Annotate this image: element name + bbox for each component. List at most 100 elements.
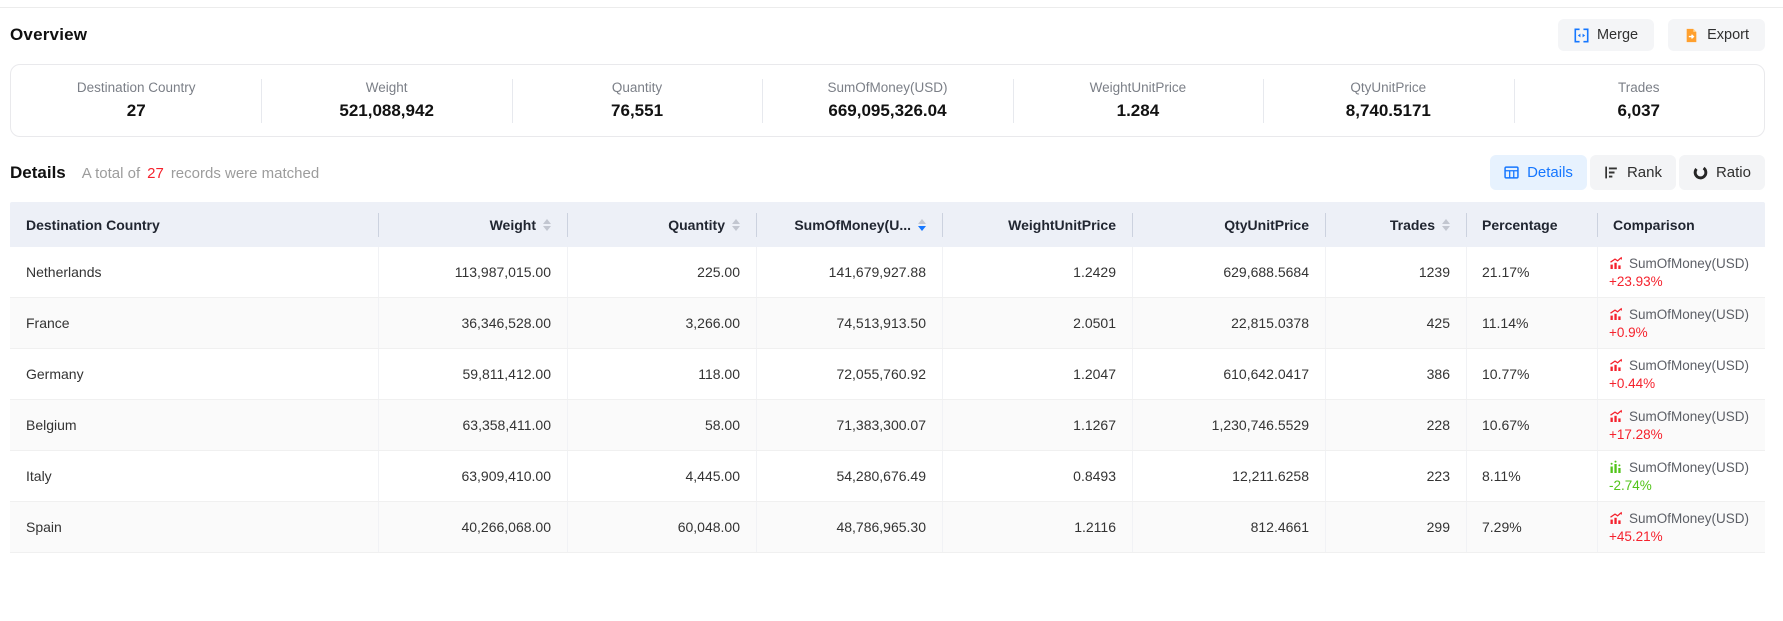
comparison-metric-label: SumOfMoney(USD): [1629, 510, 1750, 526]
column-label: Quantity: [668, 216, 725, 233]
column-header-sum_of_money[interactable]: SumOfMoney(U...: [756, 202, 942, 247]
stat-label: WeightUnitPrice: [1089, 80, 1187, 95]
cell-weight_unit_price: 1.2116: [942, 502, 1132, 552]
cell-trades: 228: [1325, 400, 1466, 450]
export-file-icon: [1684, 28, 1699, 43]
stat-label: Trades: [1617, 80, 1660, 95]
export-button[interactable]: Export: [1668, 19, 1765, 51]
stat-value: 521,088,942: [339, 101, 434, 120]
comparison-change-value: -2.74%: [1609, 477, 1652, 493]
cell-weight_unit_price: 2.0501: [942, 298, 1132, 348]
cell-percentage: 8.11%: [1466, 451, 1597, 501]
trend-up-chart-icon: [1609, 409, 1623, 423]
stat-value: 6,037: [1617, 101, 1661, 120]
column-header-trades[interactable]: Trades: [1325, 202, 1466, 247]
stat-quantity: Quantity 76,551: [512, 76, 762, 125]
topbar-actions: Merge Export: [1557, 19, 1765, 51]
sort-carets-icon[interactable]: [732, 218, 740, 231]
merge-button-label: Merge: [1596, 27, 1639, 43]
cell-country: Spain: [26, 519, 62, 535]
cell-sum_of_money: 71,383,300.07: [756, 400, 942, 450]
cell-percentage: 10.77%: [1466, 349, 1597, 399]
comparison-change-value: +17.28%: [1609, 426, 1663, 442]
stat-weight: Weight 521,088,942: [261, 76, 511, 125]
stat-value: 1.284: [1116, 101, 1160, 120]
tab-label: Details: [1527, 164, 1573, 181]
stat-label: QtyUnitPrice: [1350, 80, 1427, 95]
cell-qty_unit_price: 610,642.0417: [1132, 349, 1325, 399]
column-label: Percentage: [1482, 216, 1558, 233]
tab-ratio[interactable]: Ratio: [1678, 155, 1765, 190]
cell-trades: 1239: [1325, 247, 1466, 297]
sort-carets-icon[interactable]: [918, 218, 926, 231]
cell-weight_unit_price: 1.2429: [942, 247, 1132, 297]
comparison-metric-label: SumOfMoney(USD): [1629, 459, 1750, 475]
sort-carets-icon[interactable]: [543, 218, 551, 231]
cell-quantity: 225.00: [567, 247, 756, 297]
tab-details[interactable]: Details: [1490, 155, 1587, 190]
cell-weight_unit_price: 0.8493: [942, 451, 1132, 501]
tab-label: Rank: [1626, 164, 1662, 181]
table-row-netherlands: Netherlands 113,987,015.00 225.00 141,679,9…: [10, 247, 1765, 298]
cell-weight: 113,987,015.00: [378, 247, 567, 297]
cell-sum_of_money: 72,055,760.92: [756, 349, 942, 399]
cell-percentage: 7.29%: [1466, 502, 1597, 552]
column-header-weight[interactable]: Weight: [378, 202, 567, 247]
cell-sum_of_money: 54,280,676.49: [756, 451, 942, 501]
cell-weight: 63,358,411.00: [378, 400, 567, 450]
stat-label: Weight: [365, 80, 408, 95]
sort-carets-icon[interactable]: [1442, 218, 1450, 231]
table-row-belgium: Belgium 63,358,411.00 58.00 71,383,300.07 1.…: [10, 400, 1765, 451]
cell-quantity: 3,266.00: [567, 298, 756, 348]
comparison-change-value: +45.21%: [1609, 528, 1663, 544]
topbar: Overview Merge Export: [0, 8, 1783, 64]
comparison-cell: SumOfMoney(USD) -2.74%: [1597, 451, 1765, 501]
tab-label: Ratio: [1715, 164, 1751, 181]
cell-qty_unit_price: 812.4661: [1132, 502, 1325, 552]
column-label: QtyUnitPrice: [1224, 216, 1309, 233]
summary-suffix: records were matched: [170, 164, 320, 182]
column-header-country: Destination Country: [10, 202, 378, 247]
rank-bars-icon: [1604, 165, 1619, 180]
cell-sum_of_money: 74,513,913.50: [756, 298, 942, 348]
stat-trades: Trades 6,037: [1514, 76, 1764, 125]
cell-trades: 299: [1325, 502, 1466, 552]
comparison-metric-label: SumOfMoney(USD): [1629, 255, 1750, 271]
column-header-weight_unit_price: WeightUnitPrice: [942, 202, 1132, 247]
table-row-france: France 36,346,528.00 3,266.00 74,513,913.50…: [10, 298, 1765, 349]
stat-weight-unit-price: WeightUnitPrice 1.284: [1013, 76, 1263, 125]
stat-value: 8,740.5171: [1345, 101, 1431, 120]
page-title: Overview: [10, 25, 88, 44]
cell-qty_unit_price: 629,688.5684: [1132, 247, 1325, 297]
column-header-quantity[interactable]: Quantity: [567, 202, 756, 247]
comparison-cell: SumOfMoney(USD) +0.44%: [1597, 349, 1765, 399]
table-row-italy: Italy 63,909,410.00 4,445.00 54,280,676.49 0…: [10, 451, 1765, 502]
merge-cells-icon: [1574, 27, 1589, 43]
cell-quantity: 58.00: [567, 400, 756, 450]
cell-weight: 63,909,410.00: [378, 451, 567, 501]
trend-up-chart-icon: [1609, 511, 1623, 525]
stat-label: Quantity: [611, 80, 663, 95]
export-button-label: Export: [1707, 27, 1749, 43]
cell-country: Belgium: [26, 417, 77, 433]
trend-down-chart-icon: [1609, 460, 1623, 474]
tab-rank[interactable]: Rank: [1589, 155, 1676, 190]
summary-prefix: A total of: [81, 164, 141, 182]
top-divider: [0, 7, 1783, 8]
column-header-percentage: Percentage: [1466, 202, 1597, 247]
merge-button[interactable]: Merge: [1557, 19, 1655, 51]
trend-up-chart-icon: [1609, 256, 1623, 270]
cell-trades: 223: [1325, 451, 1466, 501]
cell-sum_of_money: 48,786,965.30: [756, 502, 942, 552]
stat-label: SumOfMoney(USD): [827, 80, 948, 95]
stat-sum-of-money: SumOfMoney(USD) 669,095,326.04: [762, 76, 1012, 125]
comparison-metric-label: SumOfMoney(USD): [1629, 357, 1750, 373]
cell-weight_unit_price: 1.2047: [942, 349, 1132, 399]
cell-qty_unit_price: 22,815.0378: [1132, 298, 1325, 348]
details-table: Destination Country Weight Quantity SumOfMo…: [10, 202, 1765, 553]
column-header-comparison: Comparison: [1597, 202, 1765, 247]
details-heading: Details A total of 27 records were match…: [10, 163, 319, 183]
view-tab-group: Details Rank Ratio: [1490, 155, 1765, 190]
stat-label: Destination Country: [76, 80, 196, 95]
ratio-donut-icon: [1693, 165, 1708, 180]
